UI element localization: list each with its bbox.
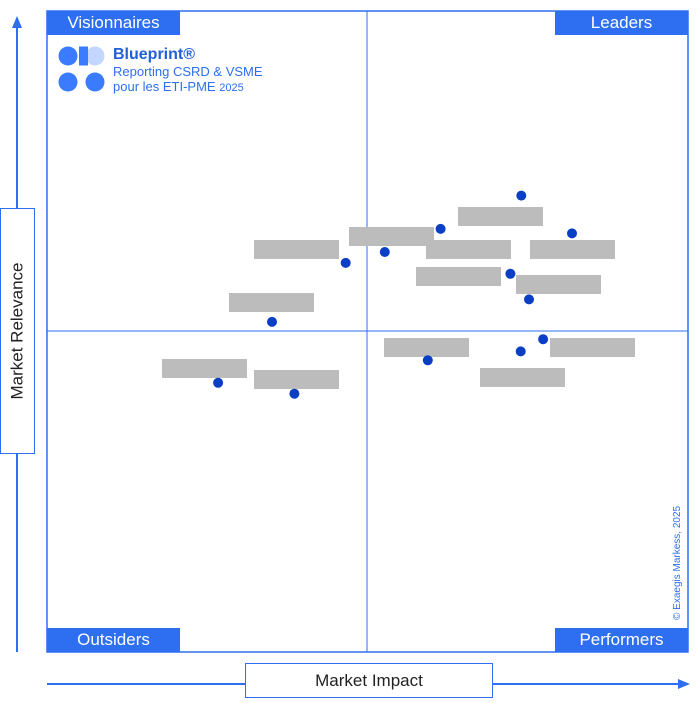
data-point (538, 334, 549, 345)
data-point (524, 294, 534, 305)
data-point (515, 346, 526, 357)
label-placeholder (550, 338, 635, 357)
y-axis-label: Market Relevance (7, 262, 27, 400)
logo-subtitle-text: pour les ETI-PME (113, 79, 216, 94)
blueprint-logo-text: Blueprint® Reporting CSRD & VSME pour le… (113, 47, 263, 96)
logo-title: Blueprint® (113, 46, 196, 63)
label-placeholder (254, 240, 339, 259)
label-placeholder (349, 227, 434, 246)
label-placeholder (254, 370, 339, 389)
y-axis-label-box: Market Relevance (0, 208, 35, 454)
quadrant-label-outsiders: Outsiders (47, 628, 180, 652)
quadrant-label-leaders: Leaders (555, 11, 688, 35)
data-point (379, 247, 390, 257)
data-point (340, 257, 351, 268)
label-placeholders (162, 207, 635, 389)
data-point (505, 268, 516, 279)
label-placeholder (384, 338, 469, 357)
label-placeholder (229, 293, 314, 312)
label-placeholder (480, 368, 565, 387)
label-placeholder (516, 275, 601, 294)
logo-subtitle-line1: Reporting CSRD & VSME (113, 64, 263, 79)
label-placeholder (416, 267, 501, 286)
data-point (213, 377, 224, 388)
copyright-text: © Exaegis Markess, 2025 (672, 505, 683, 620)
quadrant-label-visionnaires: Visionnaires (47, 11, 180, 35)
data-point (267, 316, 277, 327)
data-points (213, 190, 577, 399)
label-placeholder (426, 240, 511, 259)
quadrant-label-performers: Performers (555, 628, 688, 652)
blueprint-logo-icon (58, 46, 105, 92)
label-placeholder (530, 240, 615, 259)
data-point (435, 223, 446, 234)
x-axis-label: Market Impact (315, 670, 423, 690)
label-placeholder (458, 207, 543, 226)
label-placeholder (162, 359, 247, 378)
x-axis-label-box: Market Impact (245, 663, 493, 698)
data-point (289, 388, 300, 399)
data-point (567, 228, 577, 239)
logo-year: 2025 (219, 82, 244, 94)
logo-subtitle-line2: pour les ETI-PME 2025 (113, 79, 263, 96)
data-point (516, 190, 527, 201)
data-point (422, 355, 433, 366)
